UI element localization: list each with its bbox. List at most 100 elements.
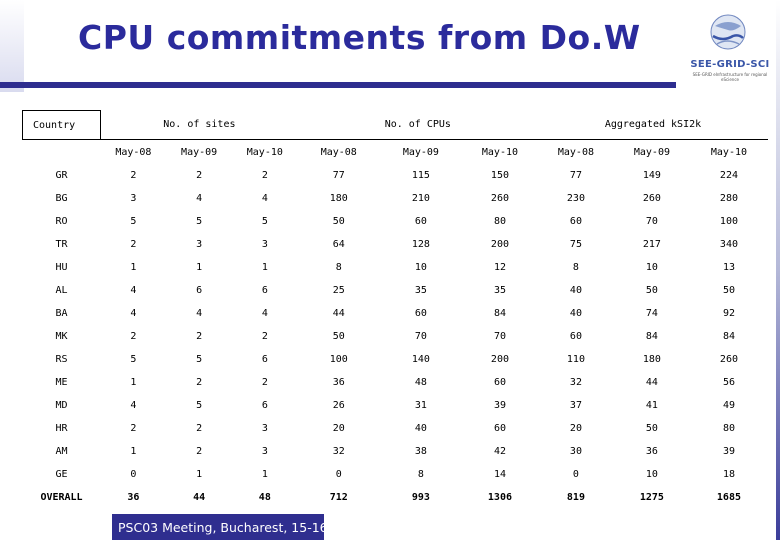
footer-left-band — [0, 514, 112, 540]
value-cell: 56 — [722, 377, 735, 388]
value-cell: 80 — [493, 216, 506, 227]
value-cell: 100 — [719, 216, 738, 227]
value-cell: 60 — [414, 216, 427, 227]
total-value: 44 — [193, 492, 206, 503]
value-cell: 4 — [130, 308, 137, 319]
value-cell: 6 — [261, 400, 268, 411]
year-header: May-08 — [557, 146, 594, 158]
value-cell: 26 — [332, 400, 345, 411]
year-header-row: May-08 May-09 May-10 May-08 May-09 May-1… — [23, 140, 769, 165]
value-cell: 84 — [493, 308, 506, 319]
value-cell: 2 — [196, 170, 203, 181]
value-cell: 2 — [196, 423, 203, 434]
value-cell: 4 — [196, 193, 203, 204]
year-header: May-10 — [246, 146, 283, 158]
table-row: MD 4 5 6 26 31 39 37 41 49 — [23, 394, 769, 417]
value-cell: 60 — [414, 308, 427, 319]
table-row: AL 4 6 6 25 35 35 40 50 50 — [23, 279, 769, 302]
value-cell: 14 — [493, 469, 506, 480]
slide-title: CPU commitments from Do.W — [78, 18, 641, 57]
value-cell: 3 — [196, 239, 203, 250]
value-cell: 5 — [196, 354, 203, 365]
value-cell: 110 — [566, 354, 585, 365]
value-cell: 39 — [722, 446, 735, 457]
value-cell: 32 — [332, 446, 345, 457]
year-header: May-08 — [115, 146, 152, 158]
group-header-sites: No. of sites — [100, 110, 298, 140]
country-cell: HU — [55, 262, 68, 273]
title-rule — [0, 82, 676, 88]
year-header: May-08 — [320, 146, 357, 158]
logo-globe-icon — [710, 14, 746, 50]
value-cell: 2 — [196, 331, 203, 342]
value-cell: 44 — [332, 308, 345, 319]
value-cell: 70 — [493, 331, 506, 342]
value-cell: 50 — [332, 216, 345, 227]
value-cell: 39 — [493, 400, 506, 411]
value-cell: 1 — [196, 262, 203, 273]
value-cell: 180 — [329, 193, 348, 204]
see-grid-sci-logo — [710, 14, 746, 50]
value-cell: 40 — [414, 423, 427, 434]
value-cell: 2 — [130, 239, 137, 250]
value-cell: 2 — [130, 170, 137, 181]
group-header-row: Country No. of sites No. of CPUs Aggrega… — [21, 110, 768, 140]
value-cell: 77 — [569, 170, 582, 181]
country-cell: MK — [55, 331, 68, 342]
value-cell: 6 — [261, 285, 268, 296]
country-cell: RS — [55, 354, 68, 365]
value-cell: 84 — [645, 331, 658, 342]
value-cell: 149 — [642, 170, 661, 181]
value-cell: 5 — [261, 216, 268, 227]
table-row: GR 2 2 2 77 115 150 77 149 224 — [23, 164, 769, 187]
country-cell: AM — [55, 446, 68, 457]
country-cell: BG — [55, 193, 68, 204]
country-header: Country — [21, 110, 102, 140]
value-cell: 30 — [569, 446, 582, 457]
group-header-ksi2k: Aggregated kSI2k — [537, 110, 768, 140]
value-cell: 70 — [414, 331, 427, 342]
value-cell: 70 — [645, 216, 658, 227]
value-cell: 10 — [414, 262, 427, 273]
value-cell: 0 — [335, 469, 342, 480]
table-row: GE 0 1 1 0 8 14 0 10 18 — [23, 463, 769, 486]
value-cell: 40 — [569, 285, 582, 296]
value-cell: 12 — [493, 262, 506, 273]
value-cell: 4 — [130, 400, 137, 411]
value-cell: 4 — [261, 193, 268, 204]
value-cell: 20 — [332, 423, 345, 434]
table-row: HU 1 1 1 8 10 12 8 10 13 — [23, 256, 769, 279]
value-cell: 260 — [719, 354, 738, 365]
value-cell: 20 — [569, 423, 582, 434]
value-cell: 10 — [645, 469, 658, 480]
value-cell: 50 — [645, 285, 658, 296]
value-cell: 1 — [130, 377, 137, 388]
value-cell: 31 — [414, 400, 427, 411]
country-cell: RO — [55, 216, 68, 227]
value-cell: 115 — [411, 170, 430, 181]
total-value: 993 — [411, 492, 430, 503]
year-header: May-10 — [481, 146, 519, 158]
value-cell: 2 — [261, 377, 268, 388]
table-row: MK 2 2 2 50 70 70 60 84 84 — [23, 325, 769, 348]
total-label: OVERALL — [40, 492, 83, 503]
value-cell: 0 — [572, 469, 579, 480]
value-cell: 42 — [493, 446, 506, 457]
logo-tagline: SEE-GRID eInfrastructure for regional eS… — [692, 72, 768, 82]
value-cell: 3 — [261, 446, 268, 457]
table-row: ME 1 2 2 36 48 60 32 44 56 — [23, 371, 769, 394]
value-cell: 84 — [722, 331, 735, 342]
value-cell: 48 — [414, 377, 427, 388]
country-cell: TR — [55, 239, 68, 250]
table-row: TR 2 3 3 64 128 200 75 217 340 — [23, 233, 769, 256]
value-cell: 2 — [196, 377, 203, 388]
total-value: 712 — [329, 492, 348, 503]
year-header: May-10 — [710, 146, 748, 158]
value-cell: 36 — [645, 446, 658, 457]
value-cell: 38 — [414, 446, 427, 457]
country-cell: GE — [55, 469, 68, 480]
value-cell: 77 — [332, 170, 345, 181]
value-cell: 8 — [572, 262, 579, 273]
value-cell: 0 — [130, 469, 137, 480]
right-edge-band — [776, 0, 780, 540]
